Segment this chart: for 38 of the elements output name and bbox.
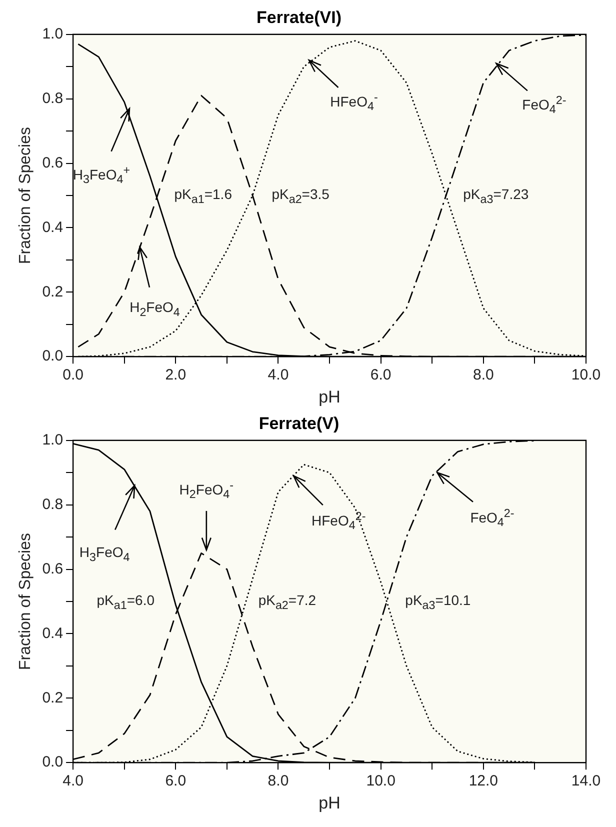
- y-tick-label: 0.2: [42, 689, 64, 706]
- x-tick-label: 4.0: [268, 366, 289, 384]
- x-tick-label: 10.0: [366, 772, 396, 790]
- x-tick-label: 4.0: [62, 772, 84, 790]
- chart-title: Ferrate(V): [258, 414, 340, 433]
- annotation: pK$_{a1}$=6.0: [96, 592, 155, 612]
- annotation: H$_{2}$FeO$_{4}$: [130, 299, 180, 319]
- x-tick-label: 6.0: [370, 366, 392, 384]
- annotation: H$_{3}$FeO$_{4}$: [79, 544, 130, 564]
- y-tick-label: 0.8: [42, 496, 64, 513]
- annotation: pK$_{a3}$=10.1: [405, 592, 471, 612]
- y-tick-label: 0.8: [42, 90, 64, 107]
- x-axis-title: pH: [318, 387, 340, 406]
- y-tick-label: 0.6: [42, 154, 64, 172]
- annotation: pK$_{a2}$=7.2: [258, 592, 316, 612]
- y-tick-label: 0.4: [42, 624, 64, 642]
- x-tick-label: 12.0: [468, 772, 498, 790]
- x-tick-label: 10.0: [571, 366, 601, 384]
- x-tick-label: 0.0: [62, 366, 84, 384]
- y-tick-label: 0.0: [42, 754, 64, 771]
- y-tick-label: 1.0: [42, 26, 64, 43]
- y-axis-title: Fraction of Species: [17, 533, 34, 670]
- annotation: pK$_{a3}$=7.23: [463, 186, 529, 206]
- y-tick-label: 1.0: [42, 432, 64, 449]
- y-tick-label: 0.6: [42, 560, 64, 578]
- x-tick-label: 2.0: [165, 366, 186, 384]
- x-tick-label: 8.0: [472, 366, 494, 384]
- x-tick-label: 14.0: [571, 772, 601, 790]
- chart-title: Ferrate(VI): [256, 8, 342, 27]
- x-axis-title: pH: [318, 793, 340, 812]
- annotation: pK$_{a2}$=3.5: [272, 186, 330, 206]
- y-tick-label: 0.2: [42, 283, 64, 300]
- x-tick-label: 8.0: [268, 772, 289, 790]
- y-tick-label: 0.0: [42, 348, 64, 365]
- y-axis-title: Fraction of Species: [17, 127, 34, 264]
- y-tick-label: 0.4: [42, 218, 64, 236]
- x-tick-label: 6.0: [165, 772, 186, 790]
- annotation: pK$_{a1}$=1.6: [174, 186, 232, 206]
